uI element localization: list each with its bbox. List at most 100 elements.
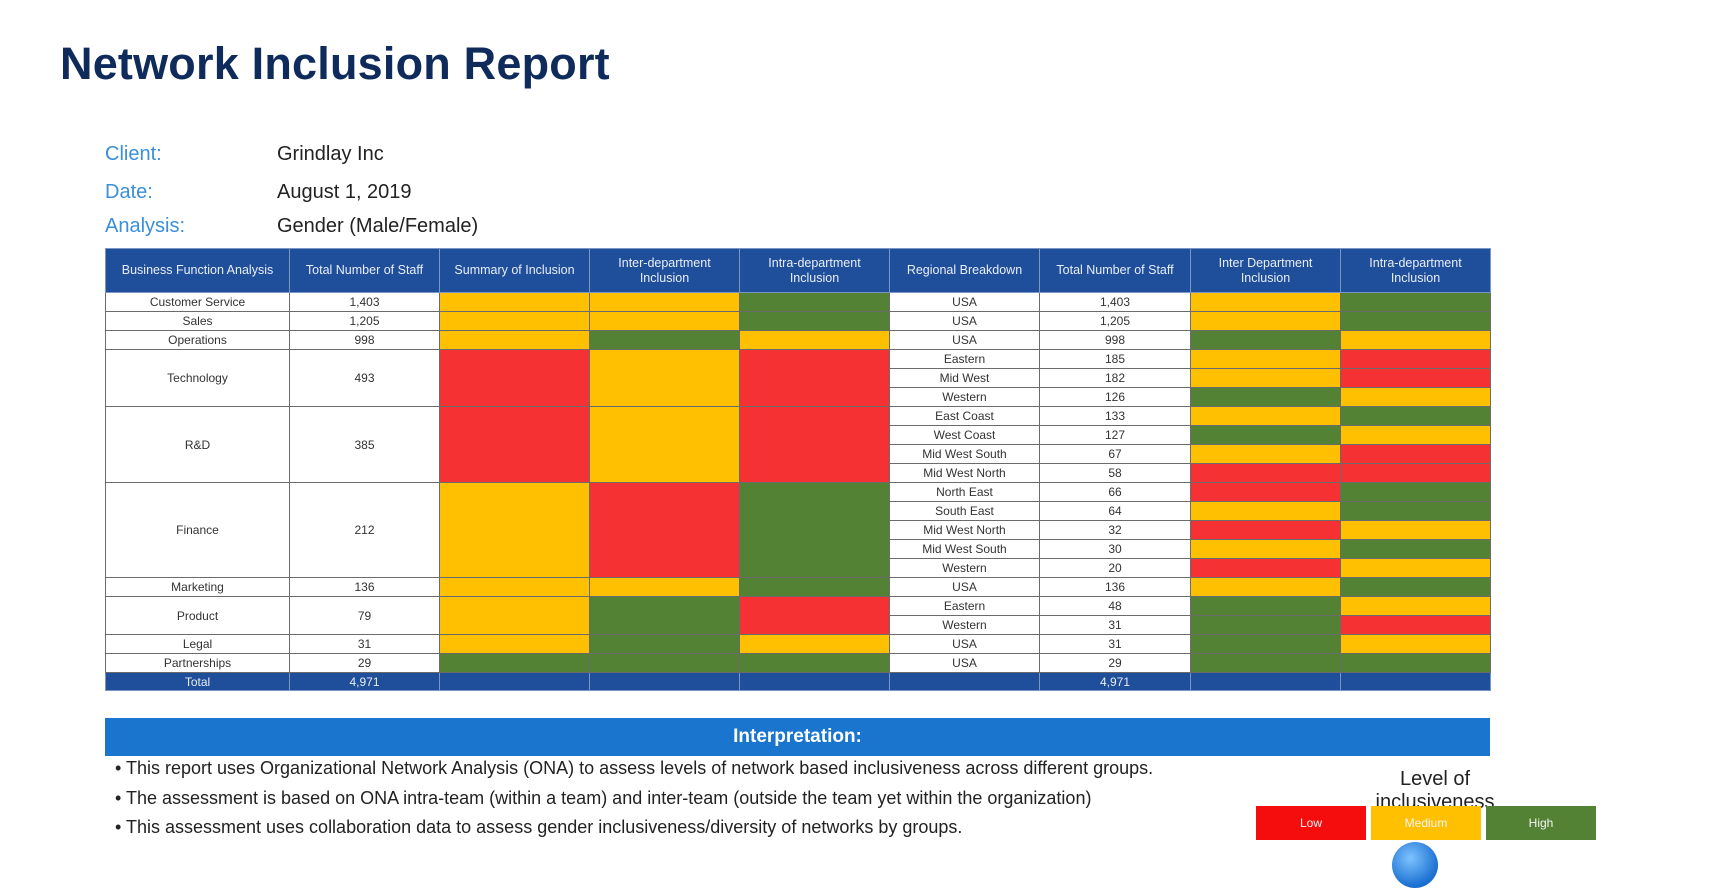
table-row: Mid West South 67	[106, 444, 1491, 464]
client-value: Grindlay Inc	[277, 143, 384, 165]
bullet-text: This report uses Organizational Network …	[125, 758, 1154, 778]
intra-department-cell	[739, 482, 890, 578]
region-inter-cell	[1190, 444, 1341, 464]
inter-department-cell	[589, 577, 740, 597]
region-cell: USA	[889, 311, 1040, 331]
region-intra-cell	[1340, 311, 1491, 331]
business-function-cell: Customer Service	[105, 292, 290, 312]
function-staff-cell: 212	[289, 482, 440, 578]
region-cell: USA	[889, 330, 1040, 350]
date-label: Date:	[105, 181, 153, 203]
region-inter-cell	[1190, 387, 1341, 407]
region-inter-cell	[1190, 482, 1341, 502]
summary-inclusion-cell	[439, 349, 590, 407]
region-cell: Eastern	[889, 596, 1040, 616]
analysis-value: Gender (Male/Female)	[277, 215, 479, 237]
table-row: Mid West North 58	[106, 463, 1491, 483]
region-intra-cell	[1340, 577, 1491, 597]
summary-inclusion-cell	[439, 482, 590, 578]
total-label: Total	[105, 672, 290, 691]
region-intra-cell	[1340, 596, 1491, 616]
summary-inclusion-cell	[439, 292, 590, 312]
region-intra-cell	[1340, 330, 1491, 350]
total-regional-staff: 4,971	[1039, 672, 1191, 691]
region-inter-cell	[1190, 425, 1341, 445]
intra-department-cell	[739, 406, 890, 483]
total-row: Total 4,971 4,971	[105, 672, 1491, 691]
region-staff-cell: 126	[1039, 387, 1191, 407]
business-function-cell: Partnerships	[105, 653, 290, 673]
inter-department-cell	[589, 482, 740, 578]
region-cell: West Coast	[889, 425, 1040, 445]
total-empty	[439, 672, 590, 691]
business-function-cell: Legal	[105, 634, 290, 654]
legend-medium: Medium	[1371, 806, 1481, 840]
table-row: Legal 31 USA 31	[105, 634, 1491, 654]
inter-department-cell	[589, 349, 740, 407]
region-inter-cell	[1190, 349, 1341, 369]
region-cell: USA	[889, 577, 1040, 597]
region-intra-cell	[1340, 501, 1491, 521]
region-intra-cell	[1340, 558, 1491, 578]
summary-inclusion-cell	[439, 577, 590, 597]
inter-department-cell	[589, 653, 740, 673]
function-staff-cell: 31	[289, 634, 440, 654]
region-cell: Mid West South	[889, 539, 1040, 559]
function-staff-cell: 998	[289, 330, 440, 350]
business-function-cell: Marketing	[105, 577, 290, 597]
region-staff-cell: 58	[1039, 463, 1191, 483]
region-intra-cell	[1340, 368, 1491, 388]
inter-department-cell	[589, 596, 740, 635]
region-cell: USA	[889, 653, 1040, 673]
region-staff-cell: 998	[1039, 330, 1191, 350]
region-inter-cell	[1190, 615, 1341, 635]
region-staff-cell: 182	[1039, 368, 1191, 388]
region-inter-cell	[1190, 406, 1341, 426]
function-staff-cell: 1,205	[289, 311, 440, 331]
function-staff-cell: 29	[289, 653, 440, 673]
summary-inclusion-cell	[439, 330, 590, 350]
region-staff-cell: 29	[1039, 653, 1191, 673]
page-title: Network Inclusion Report	[60, 38, 610, 89]
date-value: August 1, 2019	[277, 181, 412, 203]
header-regional-total-staff: Total Number of Staff	[1039, 248, 1191, 293]
region-staff-cell: 1,205	[1039, 311, 1191, 331]
header-regional-inter-department: Inter Department Inclusion	[1190, 248, 1341, 293]
region-intra-cell	[1340, 292, 1491, 312]
region-inter-cell	[1190, 539, 1341, 559]
table-row: Sales 1,205 USA 1,205	[105, 311, 1491, 331]
region-cell: Western	[889, 387, 1040, 407]
region-intra-cell	[1340, 349, 1491, 369]
function-staff-cell: 136	[289, 577, 440, 597]
intra-department-cell	[739, 634, 890, 654]
region-cell: East Coast	[889, 406, 1040, 426]
inter-department-cell	[589, 406, 740, 483]
function-staff-cell: 1,403	[289, 292, 440, 312]
legend-low: Low	[1256, 806, 1366, 840]
intra-department-cell	[739, 653, 890, 673]
intra-department-cell	[739, 311, 890, 331]
table-row: Mid West 182	[106, 368, 1491, 388]
intra-department-cell	[739, 330, 890, 350]
region-cell: Mid West	[889, 368, 1040, 388]
region-staff-cell: 30	[1039, 539, 1191, 559]
region-staff-cell: 31	[1039, 634, 1191, 654]
region-cell: North East	[889, 482, 1040, 502]
function-staff-cell: 79	[289, 596, 440, 635]
summary-inclusion-cell	[439, 653, 590, 673]
region-cell: Mid West North	[889, 520, 1040, 540]
analysis-label: Analysis:	[105, 215, 186, 237]
region-intra-cell	[1340, 425, 1491, 445]
region-inter-cell	[1190, 368, 1341, 388]
header-inter-department: Inter-department Inclusion	[589, 248, 740, 293]
region-inter-cell	[1190, 558, 1341, 578]
region-cell: USA	[889, 634, 1040, 654]
table-header-row: Business Function Analysis Total Number …	[105, 248, 1491, 293]
bullet-item: • The assessment is based on ONA intra-t…	[115, 788, 1092, 808]
bullet-text: This assessment uses collaboration data …	[125, 817, 963, 837]
region-staff-cell: 185	[1039, 349, 1191, 369]
region-inter-cell	[1190, 596, 1341, 616]
region-inter-cell	[1190, 520, 1341, 540]
region-cell: USA	[889, 292, 1040, 312]
region-intra-cell	[1340, 653, 1491, 673]
